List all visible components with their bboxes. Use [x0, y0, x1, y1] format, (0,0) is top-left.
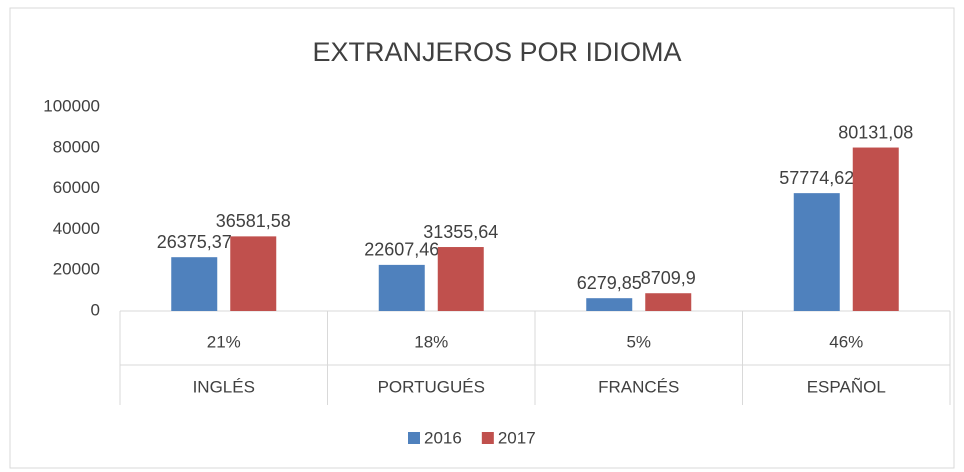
- data-label: 8709,9: [641, 268, 696, 288]
- x-tick-label: INGLÉS: [193, 377, 255, 396]
- bar: [645, 293, 692, 311]
- bar: [230, 236, 277, 311]
- data-label: 36581,58: [216, 211, 291, 231]
- legend-label: 2016: [424, 428, 462, 447]
- y-tick-label: 40000: [53, 219, 100, 238]
- bar: [437, 247, 484, 311]
- x-tick-label: ESPAÑOL: [807, 377, 886, 396]
- x-tick-label: 21%: [207, 332, 241, 351]
- legend-swatch: [481, 432, 494, 444]
- data-label: 22607,46: [364, 240, 439, 260]
- x-tick-label: FRANCÉS: [598, 377, 679, 396]
- data-label: 26375,37: [157, 232, 232, 252]
- y-tick-label: 0: [91, 300, 100, 319]
- legend-swatch: [408, 432, 420, 444]
- bar: [852, 147, 899, 311]
- bar: [171, 257, 218, 311]
- legend-label: 2017: [498, 428, 536, 447]
- y-tick-label: 20000: [53, 260, 100, 279]
- x-tick-label: 18%: [414, 332, 448, 351]
- data-label: 57774,62: [779, 168, 854, 188]
- bar: [378, 264, 425, 311]
- data-label: 6279,85: [577, 273, 642, 293]
- x-tick-label: 46%: [829, 332, 863, 351]
- y-tick-label: 80000: [53, 137, 100, 156]
- bar: [793, 193, 840, 311]
- y-tick-label: 60000: [53, 178, 100, 197]
- y-tick-label: 100000: [43, 96, 100, 115]
- data-label: 31355,64: [423, 222, 498, 242]
- x-tick-label: PORTUGUÉS: [378, 377, 485, 396]
- x-tick-label: 5%: [626, 332, 651, 351]
- chart-title: EXTRANJEROS POR IDIOMA: [312, 37, 681, 67]
- data-label: 80131,08: [838, 122, 913, 142]
- bar: [586, 298, 633, 311]
